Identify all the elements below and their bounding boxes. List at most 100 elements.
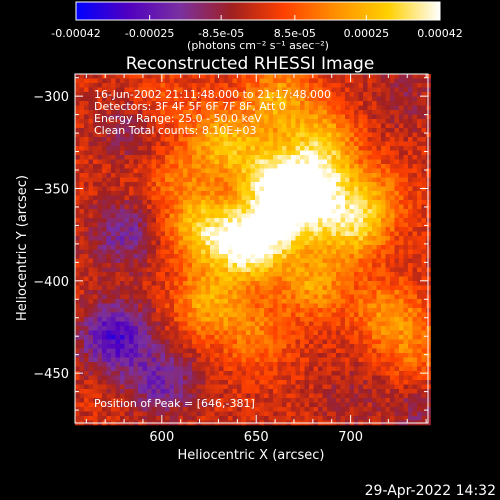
heatmap-cell: [255, 191, 260, 196]
heatmap-cell: [187, 285, 193, 291]
heatmap-cell: [228, 330, 233, 336]
heatmap-cell: [259, 168, 265, 174]
heatmap-cell: [327, 87, 332, 93]
heatmap-cell: [304, 101, 310, 106]
heatmap-cell: [75, 209, 80, 214]
heatmap-cell: [133, 141, 139, 147]
heatmap-cell: [367, 285, 373, 291]
heatmap-cell: [291, 263, 296, 268]
heatmap-cell: [138, 348, 143, 354]
heatmap-cell: [156, 344, 161, 349]
heatmap-cell: [327, 236, 332, 241]
heatmap-cell: [412, 110, 418, 115]
heatmap-cell: [367, 209, 373, 214]
heatmap-cell: [169, 105, 175, 111]
heatmap-cell: [336, 218, 341, 223]
heatmap-cell: [259, 110, 265, 115]
heatmap-cell: [102, 150, 107, 156]
heatmap-cell: [169, 236, 175, 241]
heatmap-cell: [75, 110, 80, 115]
heatmap-cell: [340, 353, 346, 358]
heatmap-cell: [210, 155, 215, 160]
heatmap-cell: [232, 92, 238, 97]
heatmap-cell: [349, 204, 355, 210]
heatmap-cell: [124, 114, 130, 120]
heatmap-cell: [79, 191, 85, 196]
heatmap-cell: [264, 177, 269, 183]
heatmap-cell: [282, 168, 287, 174]
heatmap-cell: [336, 186, 341, 192]
heatmap-cell: [282, 294, 287, 300]
heatmap-cell: [300, 317, 305, 322]
heatmap-cell: [399, 335, 404, 340]
heatmap-cell: [295, 231, 301, 237]
heatmap-cell: [129, 204, 134, 210]
heatmap-cell: [390, 321, 395, 327]
heatmap-cell: [255, 299, 260, 304]
heatmap-cell: [120, 303, 125, 309]
heatmap-cell: [394, 119, 400, 124]
heatmap-cell: [124, 78, 130, 84]
heatmap-cell: [246, 303, 251, 309]
heatmap-cell: [102, 317, 107, 322]
heatmap-cell: [273, 114, 278, 120]
heatmap-cell: [111, 78, 116, 84]
heatmap-cell: [412, 146, 418, 151]
heatmap-cell: [84, 186, 89, 192]
heatmap-cell: [111, 339, 116, 345]
heatmap-cell: [412, 128, 418, 133]
heatmap-cell: [322, 173, 328, 178]
heatmap-cell: [277, 258, 283, 264]
heatmap-cell: [111, 308, 116, 313]
heatmap-cell: [354, 137, 359, 142]
heatmap-cell: [232, 132, 238, 138]
heatmap-cell: [412, 218, 418, 223]
heatmap-cell: [372, 164, 377, 169]
heatmap-cell: [309, 164, 314, 169]
heatmap-cell: [336, 303, 341, 309]
heatmap-cell: [358, 317, 364, 322]
heatmap-cell: [349, 146, 355, 151]
heatmap-cell: [106, 78, 112, 84]
heatmap-cell: [313, 74, 319, 79]
heatmap-cell: [192, 317, 197, 322]
heatmap-cell: [363, 87, 368, 93]
heatmap-cell: [318, 267, 323, 273]
heatmap-cell: [318, 240, 323, 246]
heatmap-cell: [219, 258, 224, 264]
heatmap-cell: [192, 159, 197, 165]
heatmap-cell: [88, 335, 94, 340]
heatmap-cell: [264, 137, 269, 142]
heatmap-cell: [286, 204, 292, 210]
heatmap-cell: [403, 348, 409, 354]
heatmap-cell: [79, 114, 85, 120]
heatmap-cell: [75, 222, 80, 228]
heatmap-cell: [120, 290, 125, 295]
heatmap-cell: [322, 326, 328, 331]
heatmap-cell: [282, 299, 287, 304]
heatmap-cell: [358, 141, 364, 147]
heatmap-cell: [372, 294, 377, 300]
heatmap-cell: [313, 276, 319, 282]
heatmap-cell: [75, 276, 80, 282]
heatmap-cell: [111, 344, 116, 349]
heatmap-cell: [412, 339, 418, 345]
heatmap-cell: [210, 128, 215, 133]
heatmap-cell: [115, 348, 121, 354]
heatmap-cell: [246, 123, 251, 129]
heatmap-cell: [246, 285, 251, 291]
heatmap-cell: [88, 294, 94, 300]
heatmap-cell: [421, 195, 427, 201]
heatmap-cell: [300, 218, 305, 223]
heatmap-cell: [412, 222, 418, 228]
heatmap-cell: [363, 353, 368, 358]
heatmap-cell: [309, 132, 314, 138]
heatmap-cell: [264, 150, 269, 156]
heatmap-cell: [151, 308, 157, 313]
heatmap-cell: [367, 330, 373, 336]
heatmap-cell: [115, 191, 121, 196]
heatmap-cell: [160, 132, 166, 138]
heatmap-cell: [88, 353, 94, 358]
heatmap-cell: [331, 330, 337, 336]
heatmap-cell: [84, 195, 89, 201]
